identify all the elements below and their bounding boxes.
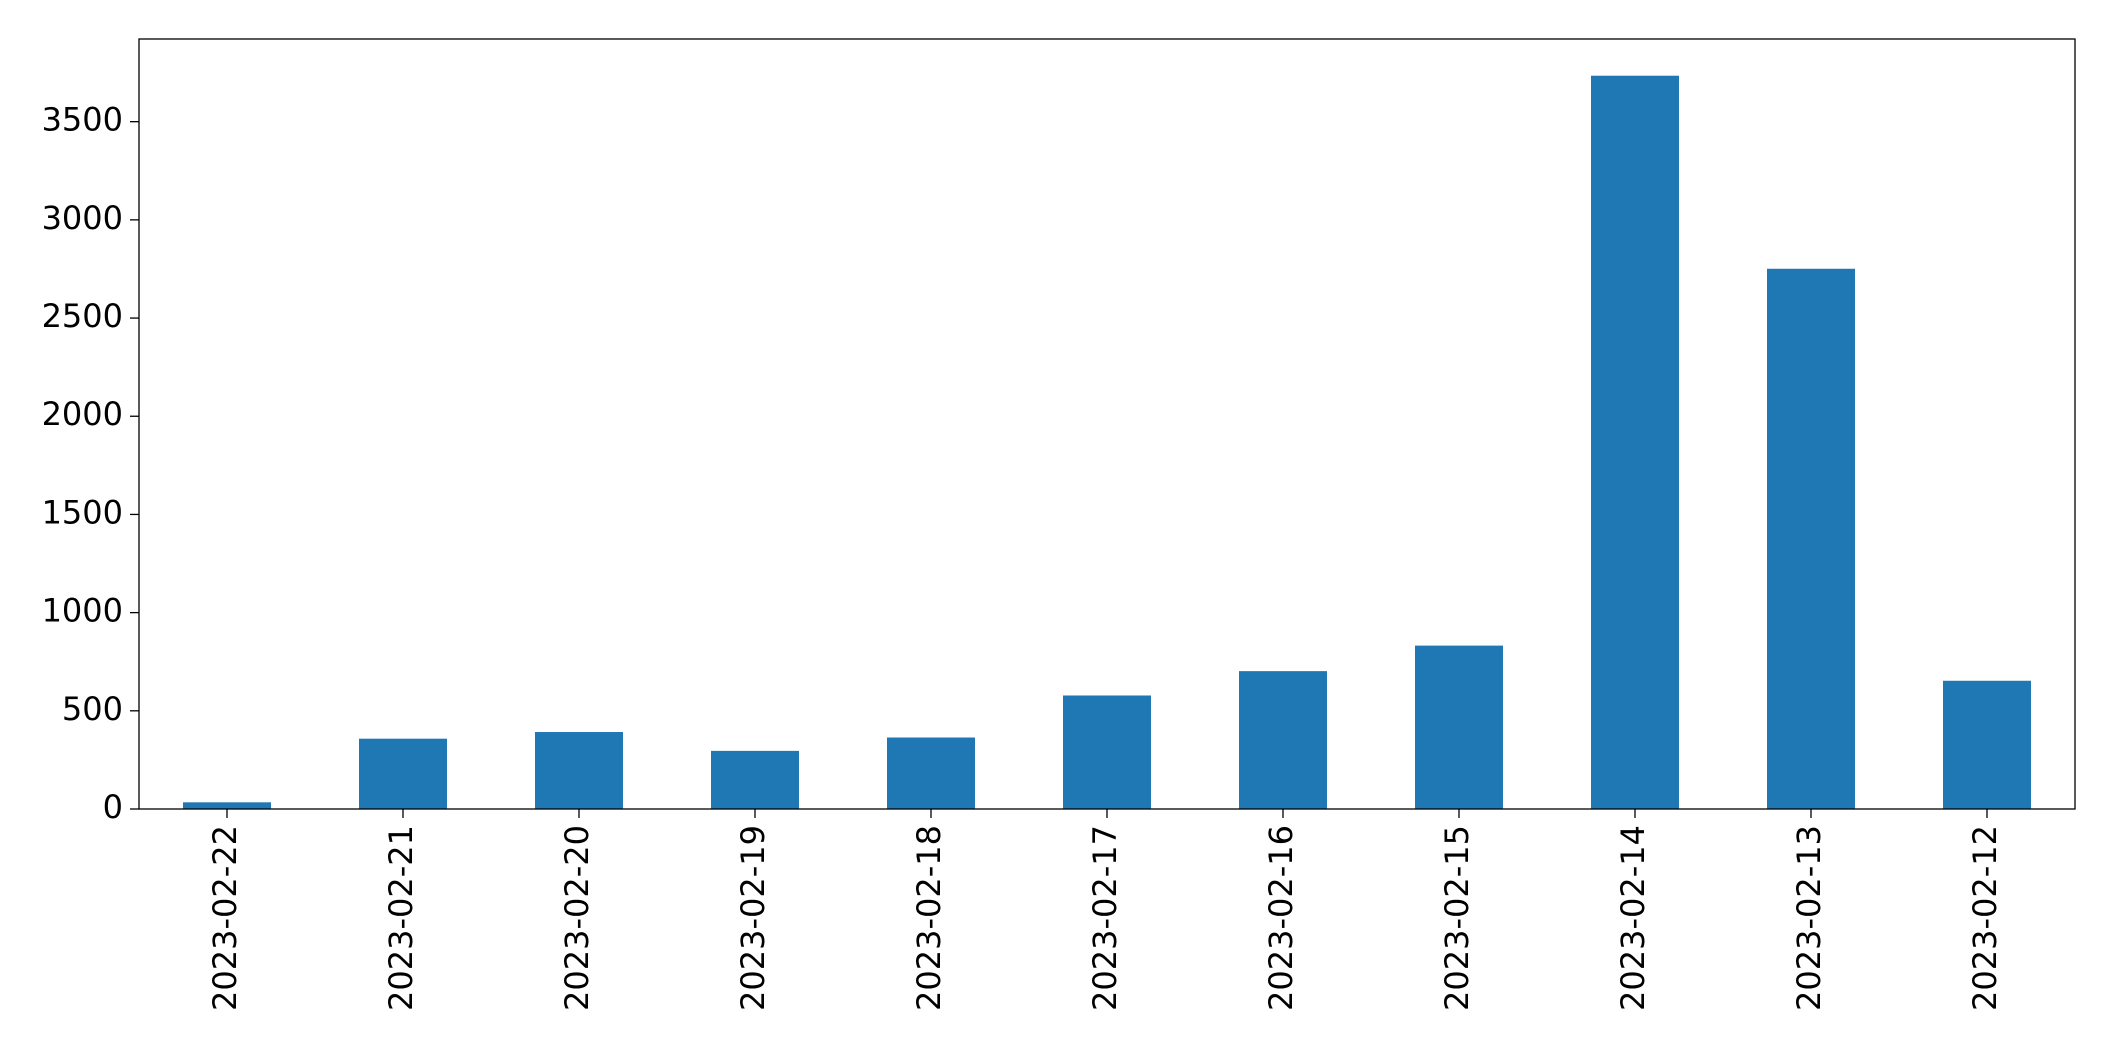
bar bbox=[1415, 645, 1503, 809]
y-tick-label: 1000 bbox=[42, 592, 123, 630]
y-tick-label: 0 bbox=[103, 788, 123, 826]
y-tick-label: 500 bbox=[62, 690, 123, 728]
y-tick-label: 2500 bbox=[42, 297, 123, 335]
bar bbox=[1591, 75, 1679, 809]
y-tick-label: 1500 bbox=[42, 493, 123, 531]
x-tick-label: 2023-02-19 bbox=[734, 825, 772, 1011]
bar bbox=[887, 737, 975, 809]
x-tick-label: 2023-02-17 bbox=[1086, 825, 1124, 1011]
x-tick-label: 2023-02-12 bbox=[1966, 825, 2004, 1011]
x-tick-label: 2023-02-21 bbox=[382, 825, 420, 1011]
x-tick-label: 2023-02-14 bbox=[1614, 825, 1652, 1011]
bar bbox=[1063, 695, 1151, 809]
bar bbox=[359, 738, 447, 809]
y-tick-label: 3500 bbox=[42, 101, 123, 139]
x-tick-label: 2023-02-16 bbox=[1262, 825, 1300, 1011]
x-tick-label: 2023-02-22 bbox=[206, 825, 244, 1011]
x-tick-label: 2023-02-13 bbox=[1790, 825, 1828, 1011]
x-tick-label: 2023-02-15 bbox=[1438, 825, 1476, 1011]
bar bbox=[711, 750, 799, 809]
bar bbox=[1767, 268, 1855, 809]
bar bbox=[1239, 671, 1327, 809]
bar bbox=[535, 732, 623, 809]
bar bbox=[183, 802, 271, 809]
y-tick-label: 2000 bbox=[42, 395, 123, 433]
bar bbox=[1943, 680, 2031, 809]
x-tick-label: 2023-02-18 bbox=[910, 825, 948, 1011]
y-tick-label: 3000 bbox=[42, 199, 123, 237]
x-tick-label: 2023-02-20 bbox=[558, 825, 596, 1011]
plot-frame bbox=[138, 38, 2076, 810]
